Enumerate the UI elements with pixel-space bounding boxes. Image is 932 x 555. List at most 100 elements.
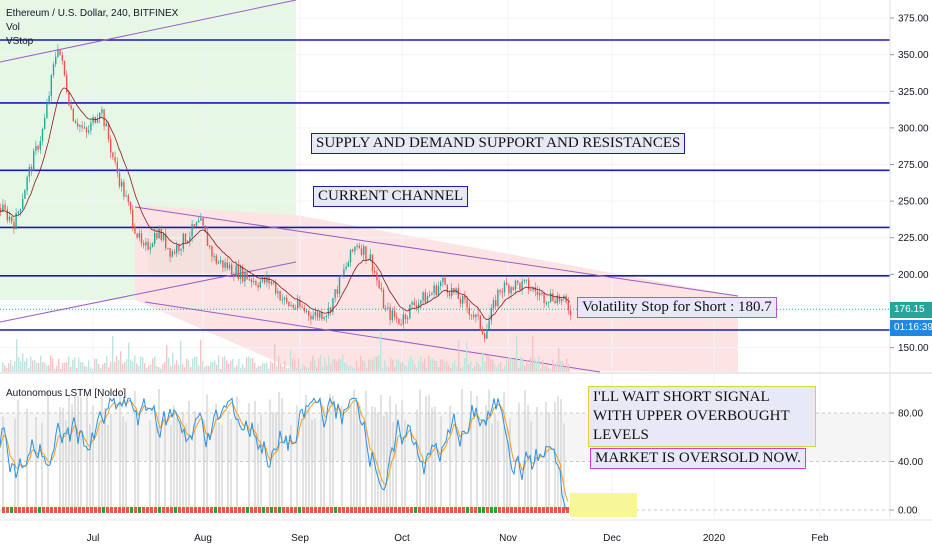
volume-bar [298,358,300,372]
candle-body [424,292,426,303]
candle-body [347,262,349,267]
volume-bar [48,365,50,372]
candle-body [528,279,530,290]
volume-bar [192,358,194,372]
candle-body [129,201,132,210]
candle-body [101,109,103,114]
lstm-dot [26,507,29,513]
volume-bar [374,356,376,372]
volume-bar [248,356,250,372]
lstm-dot [558,507,561,513]
candle-body [374,271,376,273]
candle-body [178,245,180,251]
candle-body [103,109,105,127]
lstm-dot [406,507,409,513]
volume-bar [376,356,378,372]
lower-trendline [0,261,297,323]
candle-body [266,276,268,283]
lstm-dot [190,507,193,513]
lstm-dot [446,507,449,513]
lstm-dot [302,507,305,513]
candle-body [244,273,246,282]
volume-bar [426,367,428,372]
volume-bar [508,357,510,372]
volume-bar [244,367,246,372]
lstm-dot [10,507,13,513]
candle-body [270,281,272,284]
lstm-dot [110,507,113,513]
candle-body [158,229,160,239]
volume-bar [532,335,534,372]
channel-lower-line [144,301,601,373]
candle-body [118,172,121,187]
vstop-legend[interactable]: VStop [6,36,34,47]
lstm-dot [498,507,501,513]
volume-bar [82,362,84,372]
volume-bar [106,356,108,372]
volume-bar [470,361,472,372]
volume-bar [400,362,402,372]
lstm-dot [202,507,205,513]
countdown-tag: 01:16:39 [890,320,932,336]
volume-bar [246,357,248,372]
candle-body [345,266,347,269]
volume-bar [446,361,448,372]
candle-body [72,108,74,122]
volume-bar [180,340,182,372]
candle-body [404,314,407,320]
volume-bar [162,364,164,372]
lstm-dot [186,507,189,513]
volume-bar [182,364,184,372]
lstm-dot [254,507,257,513]
lstm-dot [290,507,293,513]
candle-body [341,274,343,277]
candle-body [547,301,550,304]
volume-bar [414,364,416,372]
candle-body [8,216,11,221]
candle-body [15,212,17,230]
volume-bar [76,367,78,372]
lstm-dot [298,507,301,513]
candle-body [250,279,253,283]
volume-bar [294,360,296,372]
candle-body [22,198,24,209]
volume-bar [304,365,306,372]
volume-bar [42,362,44,372]
candle-body [558,295,561,302]
candle-body [497,289,499,307]
volume-bar [188,360,190,372]
volume-bar [364,361,366,372]
candle-body [514,280,517,290]
indicator-title[interactable]: Autonomous LSTM [Noldo] [6,388,127,399]
candle-body [440,282,442,287]
volume-bar [176,360,178,372]
volume-bar [164,362,166,372]
candle-body [314,312,316,316]
volume-bar [96,358,98,372]
vol-legend[interactable]: Vol [6,22,20,33]
volume-bar [50,355,52,372]
candle-body [426,296,429,303]
volume-bar [194,356,196,372]
candle-body [33,150,35,171]
lstm-dot [390,507,393,513]
volume-bar [136,363,138,372]
lstm-dot [130,507,133,513]
volume-bar [422,361,424,372]
volume-bar [198,365,200,372]
candle-body [398,318,400,325]
volume-bar [370,359,372,372]
candle-body [530,289,532,291]
candle-body [2,204,4,212]
lstm-dot [458,507,461,513]
volume-bar [290,350,292,372]
candle-body [248,279,250,281]
candle-body [407,317,409,320]
volume-bar [236,365,238,372]
candle-body [68,92,70,106]
lstm-dot [210,507,213,513]
volume-bar [328,355,330,372]
volume-bar [216,364,218,372]
volume-bar [276,365,278,372]
volume-bar [126,358,128,372]
